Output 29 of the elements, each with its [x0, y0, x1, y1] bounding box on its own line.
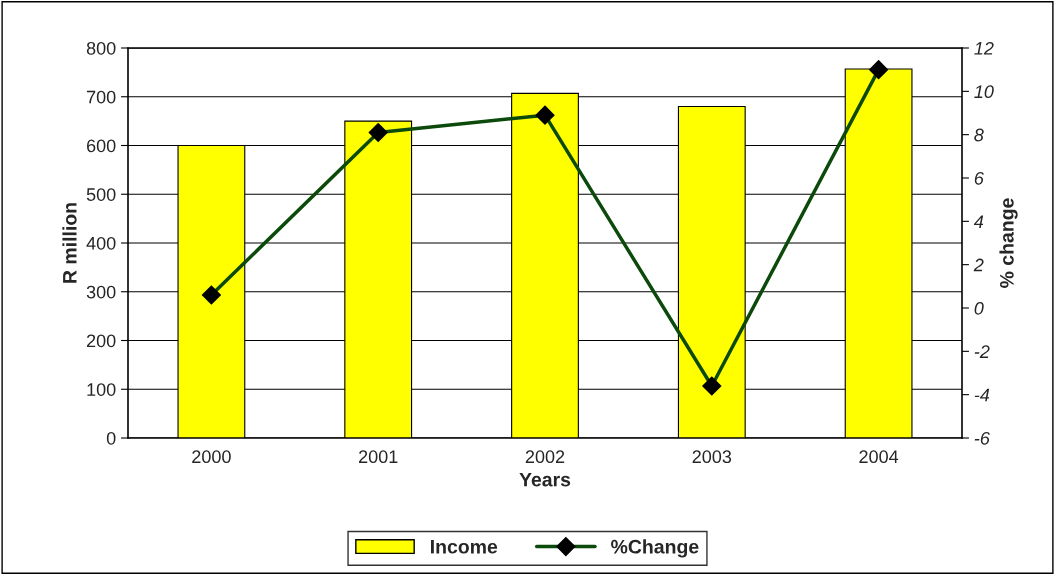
y2-tick-label: -6 — [974, 431, 990, 445]
legend-label: %Change — [611, 539, 699, 558]
y-tick-label: 700 — [87, 90, 116, 104]
y-tick-label: 0 — [106, 431, 116, 445]
y-tick-label: 100 — [87, 383, 116, 396]
y2-tick-label: 12 — [974, 41, 994, 55]
y2-tick-label: -4 — [974, 388, 990, 402]
x-tick-label: 2004 — [859, 450, 899, 464]
y2-tick-label: 0 — [974, 301, 984, 315]
y2-tick-label: 8 — [974, 128, 984, 142]
y2-tick-label: 6 — [974, 171, 984, 185]
y2-tick-label: 10 — [974, 85, 994, 99]
x-tick-label: 2001 — [359, 450, 398, 464]
y2-tick-label: -2 — [974, 345, 990, 358]
y-tick-label: 500 — [86, 188, 116, 201]
y-tick-label: 200 — [86, 334, 116, 348]
y-axis-title: R million — [62, 203, 77, 283]
x-tick-label: 2003 — [692, 450, 732, 464]
x-axis-title: Years — [519, 472, 571, 487]
legend-label: Income — [431, 540, 498, 554]
y-tick-label: 400 — [86, 236, 116, 250]
y2-tick-label: 2 — [973, 258, 984, 272]
y-tick-label: 600 — [86, 139, 116, 153]
x-tick-label: 2000 — [192, 450, 231, 464]
y-tick-label: 300 — [86, 285, 116, 299]
x-tick-label: 2002 — [525, 450, 565, 464]
y2-tick-label: 4 — [973, 215, 984, 228]
y-tick-label: 800 — [86, 41, 116, 55]
y2-axis-title: % change — [999, 198, 1018, 288]
